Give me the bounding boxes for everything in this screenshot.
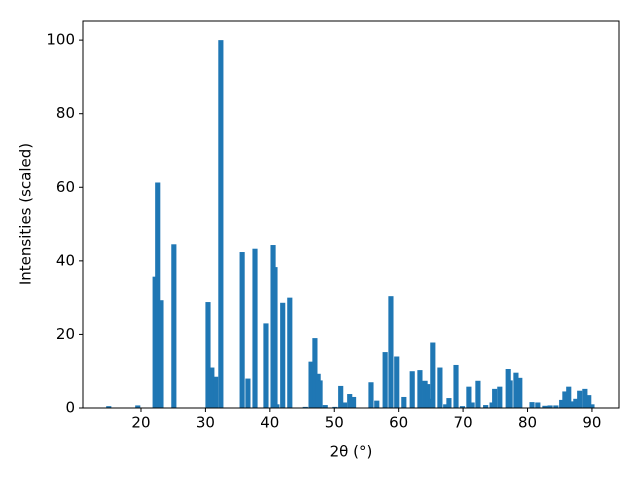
bar bbox=[497, 386, 503, 408]
bar bbox=[302, 406, 308, 408]
y-tick-label: 40 bbox=[56, 251, 75, 269]
bar bbox=[338, 385, 344, 408]
bar bbox=[351, 396, 357, 408]
bar bbox=[135, 405, 141, 408]
bar bbox=[430, 342, 436, 408]
bar bbox=[368, 382, 374, 408]
bar bbox=[382, 352, 388, 408]
bar bbox=[106, 406, 112, 408]
bar bbox=[517, 377, 523, 408]
x-tick-label: 80 bbox=[518, 414, 537, 432]
y-tick-label: 20 bbox=[56, 325, 75, 343]
bar bbox=[466, 386, 472, 408]
bar bbox=[542, 405, 548, 408]
bar bbox=[322, 405, 328, 408]
bar bbox=[205, 302, 211, 408]
bar bbox=[312, 338, 318, 408]
bar bbox=[272, 267, 278, 408]
bar bbox=[535, 402, 541, 408]
bar bbox=[562, 391, 568, 408]
bar bbox=[155, 182, 161, 408]
y-axis-label: Intensities (scaled) bbox=[17, 143, 35, 285]
bar bbox=[443, 404, 449, 408]
y-tick-label: 80 bbox=[56, 104, 75, 122]
y-tick-label: 100 bbox=[46, 31, 75, 49]
bar bbox=[332, 406, 338, 408]
bar bbox=[507, 380, 513, 408]
bar bbox=[553, 405, 559, 408]
bar bbox=[586, 395, 592, 408]
bar bbox=[252, 248, 258, 408]
bar bbox=[529, 402, 535, 408]
bar bbox=[274, 404, 280, 408]
bar bbox=[469, 402, 475, 408]
bar bbox=[446, 398, 452, 408]
axes-frame bbox=[82, 20, 620, 409]
bar bbox=[559, 399, 565, 408]
bar bbox=[566, 386, 572, 408]
bar bbox=[570, 401, 576, 408]
bar bbox=[459, 406, 466, 408]
bar bbox=[239, 252, 245, 408]
bar bbox=[409, 371, 415, 408]
bar bbox=[492, 388, 498, 408]
bar bbox=[308, 361, 314, 408]
bar bbox=[437, 367, 443, 408]
bar bbox=[218, 40, 224, 409]
x-tick-label: 30 bbox=[196, 414, 215, 432]
bar bbox=[158, 300, 164, 408]
bar bbox=[483, 405, 489, 408]
bar bbox=[547, 405, 553, 408]
bar bbox=[394, 356, 400, 408]
bar bbox=[388, 296, 394, 408]
bar bbox=[347, 394, 353, 408]
bar bbox=[582, 388, 588, 408]
y-tick-label: 60 bbox=[56, 178, 75, 196]
bar bbox=[171, 244, 177, 408]
bar bbox=[589, 404, 595, 408]
bar bbox=[401, 396, 407, 408]
bar bbox=[513, 372, 519, 408]
bar bbox=[287, 297, 293, 408]
x-tick-label: 50 bbox=[325, 414, 344, 432]
x-tick-label: 70 bbox=[454, 414, 473, 432]
bar bbox=[317, 380, 323, 408]
y-tick-label: 0 bbox=[65, 399, 75, 417]
bar bbox=[280, 302, 286, 408]
bar bbox=[453, 364, 459, 408]
bar bbox=[245, 378, 251, 408]
bar bbox=[341, 402, 348, 408]
bar bbox=[213, 376, 219, 408]
bar bbox=[417, 370, 423, 408]
bar bbox=[573, 398, 579, 408]
x-axis-label: 2θ (°) bbox=[330, 443, 373, 461]
plot-area bbox=[106, 40, 595, 409]
bar bbox=[374, 400, 380, 408]
bar bbox=[425, 384, 431, 408]
bar bbox=[475, 380, 481, 408]
bar bbox=[263, 323, 269, 408]
x-tick-label: 90 bbox=[582, 414, 601, 432]
bar bbox=[209, 367, 215, 408]
x-tick-label: 60 bbox=[389, 414, 408, 432]
bar bbox=[577, 390, 583, 408]
x-tick-label: 20 bbox=[131, 414, 150, 432]
x-tick-label: 40 bbox=[260, 414, 279, 432]
